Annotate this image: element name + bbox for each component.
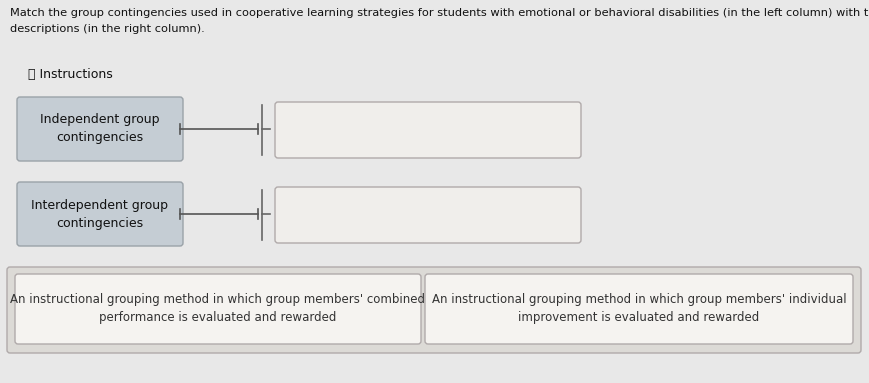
Text: descriptions (in the right column).: descriptions (in the right column). bbox=[10, 24, 204, 34]
Text: An instructional grouping method in which group members' individual
improvement : An instructional grouping method in whic… bbox=[431, 293, 846, 324]
FancyBboxPatch shape bbox=[275, 187, 580, 243]
FancyBboxPatch shape bbox=[425, 274, 852, 344]
FancyBboxPatch shape bbox=[275, 102, 580, 158]
FancyBboxPatch shape bbox=[17, 97, 182, 161]
FancyBboxPatch shape bbox=[7, 267, 860, 353]
Text: An instructional grouping method in which group members' combined
performance is: An instructional grouping method in whic… bbox=[10, 293, 425, 324]
Text: Independent group
contingencies: Independent group contingencies bbox=[40, 113, 160, 144]
FancyBboxPatch shape bbox=[15, 274, 421, 344]
Text: Interdependent group
contingencies: Interdependent group contingencies bbox=[31, 198, 169, 229]
FancyBboxPatch shape bbox=[17, 182, 182, 246]
Text: ⓘ Instructions: ⓘ Instructions bbox=[28, 68, 113, 81]
Text: Match the group contingencies used in cooperative learning strategies for studen: Match the group contingencies used in co… bbox=[10, 8, 869, 18]
